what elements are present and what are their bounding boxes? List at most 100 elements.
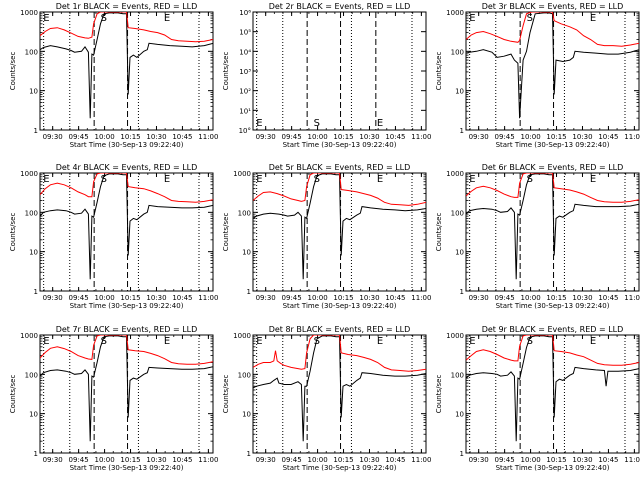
y-tick-label: 1000 (446, 9, 464, 17)
y-axis-label: Counts/sec (435, 213, 443, 252)
lld-series-line (466, 12, 639, 47)
event-marker-label: E (377, 336, 383, 347)
event-marker-label: S (527, 13, 533, 24)
y-tick-label: 1 (247, 450, 251, 458)
x-tick-label: 09:30 (256, 294, 276, 302)
event-marker-label: S (314, 174, 320, 185)
x-tick-label: 10:00 (307, 456, 327, 464)
event-marker-label: S (101, 174, 107, 185)
y-tick-label: 10 (455, 88, 464, 96)
lld-series-line (466, 173, 639, 203)
x-tick-label: 09:45 (69, 133, 89, 141)
lld-series-line (40, 173, 213, 203)
y-axis-label: Counts/sec (222, 213, 230, 252)
event-marker-label: E (43, 13, 49, 24)
y-axis-label: Counts/sec (9, 213, 17, 252)
x-tick-label: 09:45 (282, 456, 302, 464)
lld-series-line (40, 12, 213, 43)
lld-series-line (40, 335, 213, 365)
y-tick-label: 100 (25, 48, 38, 56)
y-tick-label: 10 (242, 411, 251, 419)
events-series-line (466, 173, 639, 280)
y-axis-label: Counts/sec (9, 52, 17, 91)
x-tick-label: 10:00 (94, 294, 114, 302)
events-series-line (40, 12, 213, 119)
x-tick-label: 11:00 (198, 133, 218, 141)
x-tick-label: 10:30 (359, 133, 379, 141)
chart-title: Det 5r BLACK = Events, RED = LLD (269, 163, 411, 172)
x-axis-label: Start Time (30-Sep-13 09:22:40) (283, 141, 397, 149)
x-tick-label: 11:00 (411, 133, 431, 141)
x-tick-label: 10:30 (146, 133, 166, 141)
event-marker-label: S (101, 13, 107, 24)
x-tick-label: 10:15 (546, 133, 566, 141)
event-marker-label: E (256, 336, 262, 347)
event-marker-label: E (256, 118, 262, 129)
event-marker-label: E (256, 174, 262, 185)
event-marker-label: S (314, 118, 320, 129)
x-tick-label: 09:30 (469, 133, 489, 141)
x-tick-label: 11:00 (624, 294, 640, 302)
x-tick-label: 10:30 (359, 294, 379, 302)
x-tick-label: 10:15 (333, 456, 353, 464)
y-tick-label: 1000 (20, 9, 38, 17)
y-tick-label: 1 (460, 450, 464, 458)
event-marker-label: E (43, 174, 49, 185)
x-tick-label: 09:45 (282, 133, 302, 141)
lld-series-line (253, 173, 426, 206)
y-axis-label: Counts/sec (222, 375, 230, 414)
chart-panel: Det 5r BLACK = Events, RED = LLD 1 10 100 10… (222, 163, 431, 310)
x-tick-label: 10:00 (307, 294, 327, 302)
y-tick-label: 1000 (20, 332, 38, 340)
event-marker-label: S (101, 336, 107, 347)
x-tick-label: 09:30 (43, 456, 63, 464)
chart-title: Det 8r BLACK = Events, RED = LLD (269, 325, 411, 334)
chart-panel: Det 6r BLACK = Events, RED = LLD 1 10 100 10… (435, 163, 640, 310)
y-tick-label: 10° (239, 127, 251, 135)
x-tick-label: 11:00 (624, 456, 640, 464)
lld-series-line (253, 335, 426, 372)
x-tick-label: 09:45 (495, 456, 515, 464)
event-marker-label: E (590, 13, 596, 24)
y-tick-label: 1 (34, 450, 38, 458)
y-tick-label: 1000 (233, 332, 251, 340)
x-tick-label: 10:00 (520, 133, 540, 141)
x-tick-label: 10:30 (572, 456, 592, 464)
x-tick-label: 10:30 (572, 133, 592, 141)
x-tick-label: 10:45 (172, 133, 192, 141)
event-marker-label: S (527, 174, 533, 185)
x-tick-label: 11:00 (411, 456, 431, 464)
y-tick-label: 1 (247, 288, 251, 296)
x-tick-label: 09:45 (495, 133, 515, 141)
event-marker-label: E (469, 336, 475, 347)
chart-panel: Det 4r BLACK = Events, RED = LLD 1 10 100 10… (9, 163, 218, 310)
y-axis-label: Counts/sec (222, 52, 230, 91)
y-tick-label: 100 (238, 209, 251, 217)
x-tick-label: 10:30 (359, 456, 379, 464)
y-tick-label: 10 (242, 249, 251, 257)
x-axis-label: Start Time (30-Sep-13 09:22:40) (70, 302, 184, 310)
chart-panel: Det 2r BLACK = Events, RED = LLD 10° 10¹ 10… (222, 2, 431, 149)
x-tick-label: 10:45 (598, 133, 618, 141)
events-series-line (40, 335, 213, 442)
chart-title: Det 2r BLACK = Events, RED = LLD (269, 2, 411, 11)
x-tick-label: 09:45 (69, 294, 89, 302)
x-tick-label: 10:30 (572, 294, 592, 302)
events-series-line (253, 173, 426, 280)
x-tick-label: 09:45 (495, 294, 515, 302)
chart-panel: Det 7r BLACK = Events, RED = LLD 1 10 100 10… (9, 325, 218, 472)
x-tick-label: 11:00 (198, 456, 218, 464)
x-tick-label: 10:00 (520, 456, 540, 464)
x-tick-label: 10:15 (120, 294, 140, 302)
x-tick-label: 10:30 (146, 294, 166, 302)
event-marker-label: E (164, 336, 170, 347)
x-tick-label: 11:00 (411, 294, 431, 302)
x-tick-label: 10:45 (385, 294, 405, 302)
y-tick-label: 10⁴ (239, 48, 251, 56)
event-marker-label: E (377, 118, 383, 129)
y-axis-label: Counts/sec (9, 375, 17, 414)
x-tick-label: 09:30 (43, 294, 63, 302)
event-marker-label: E (469, 13, 475, 24)
